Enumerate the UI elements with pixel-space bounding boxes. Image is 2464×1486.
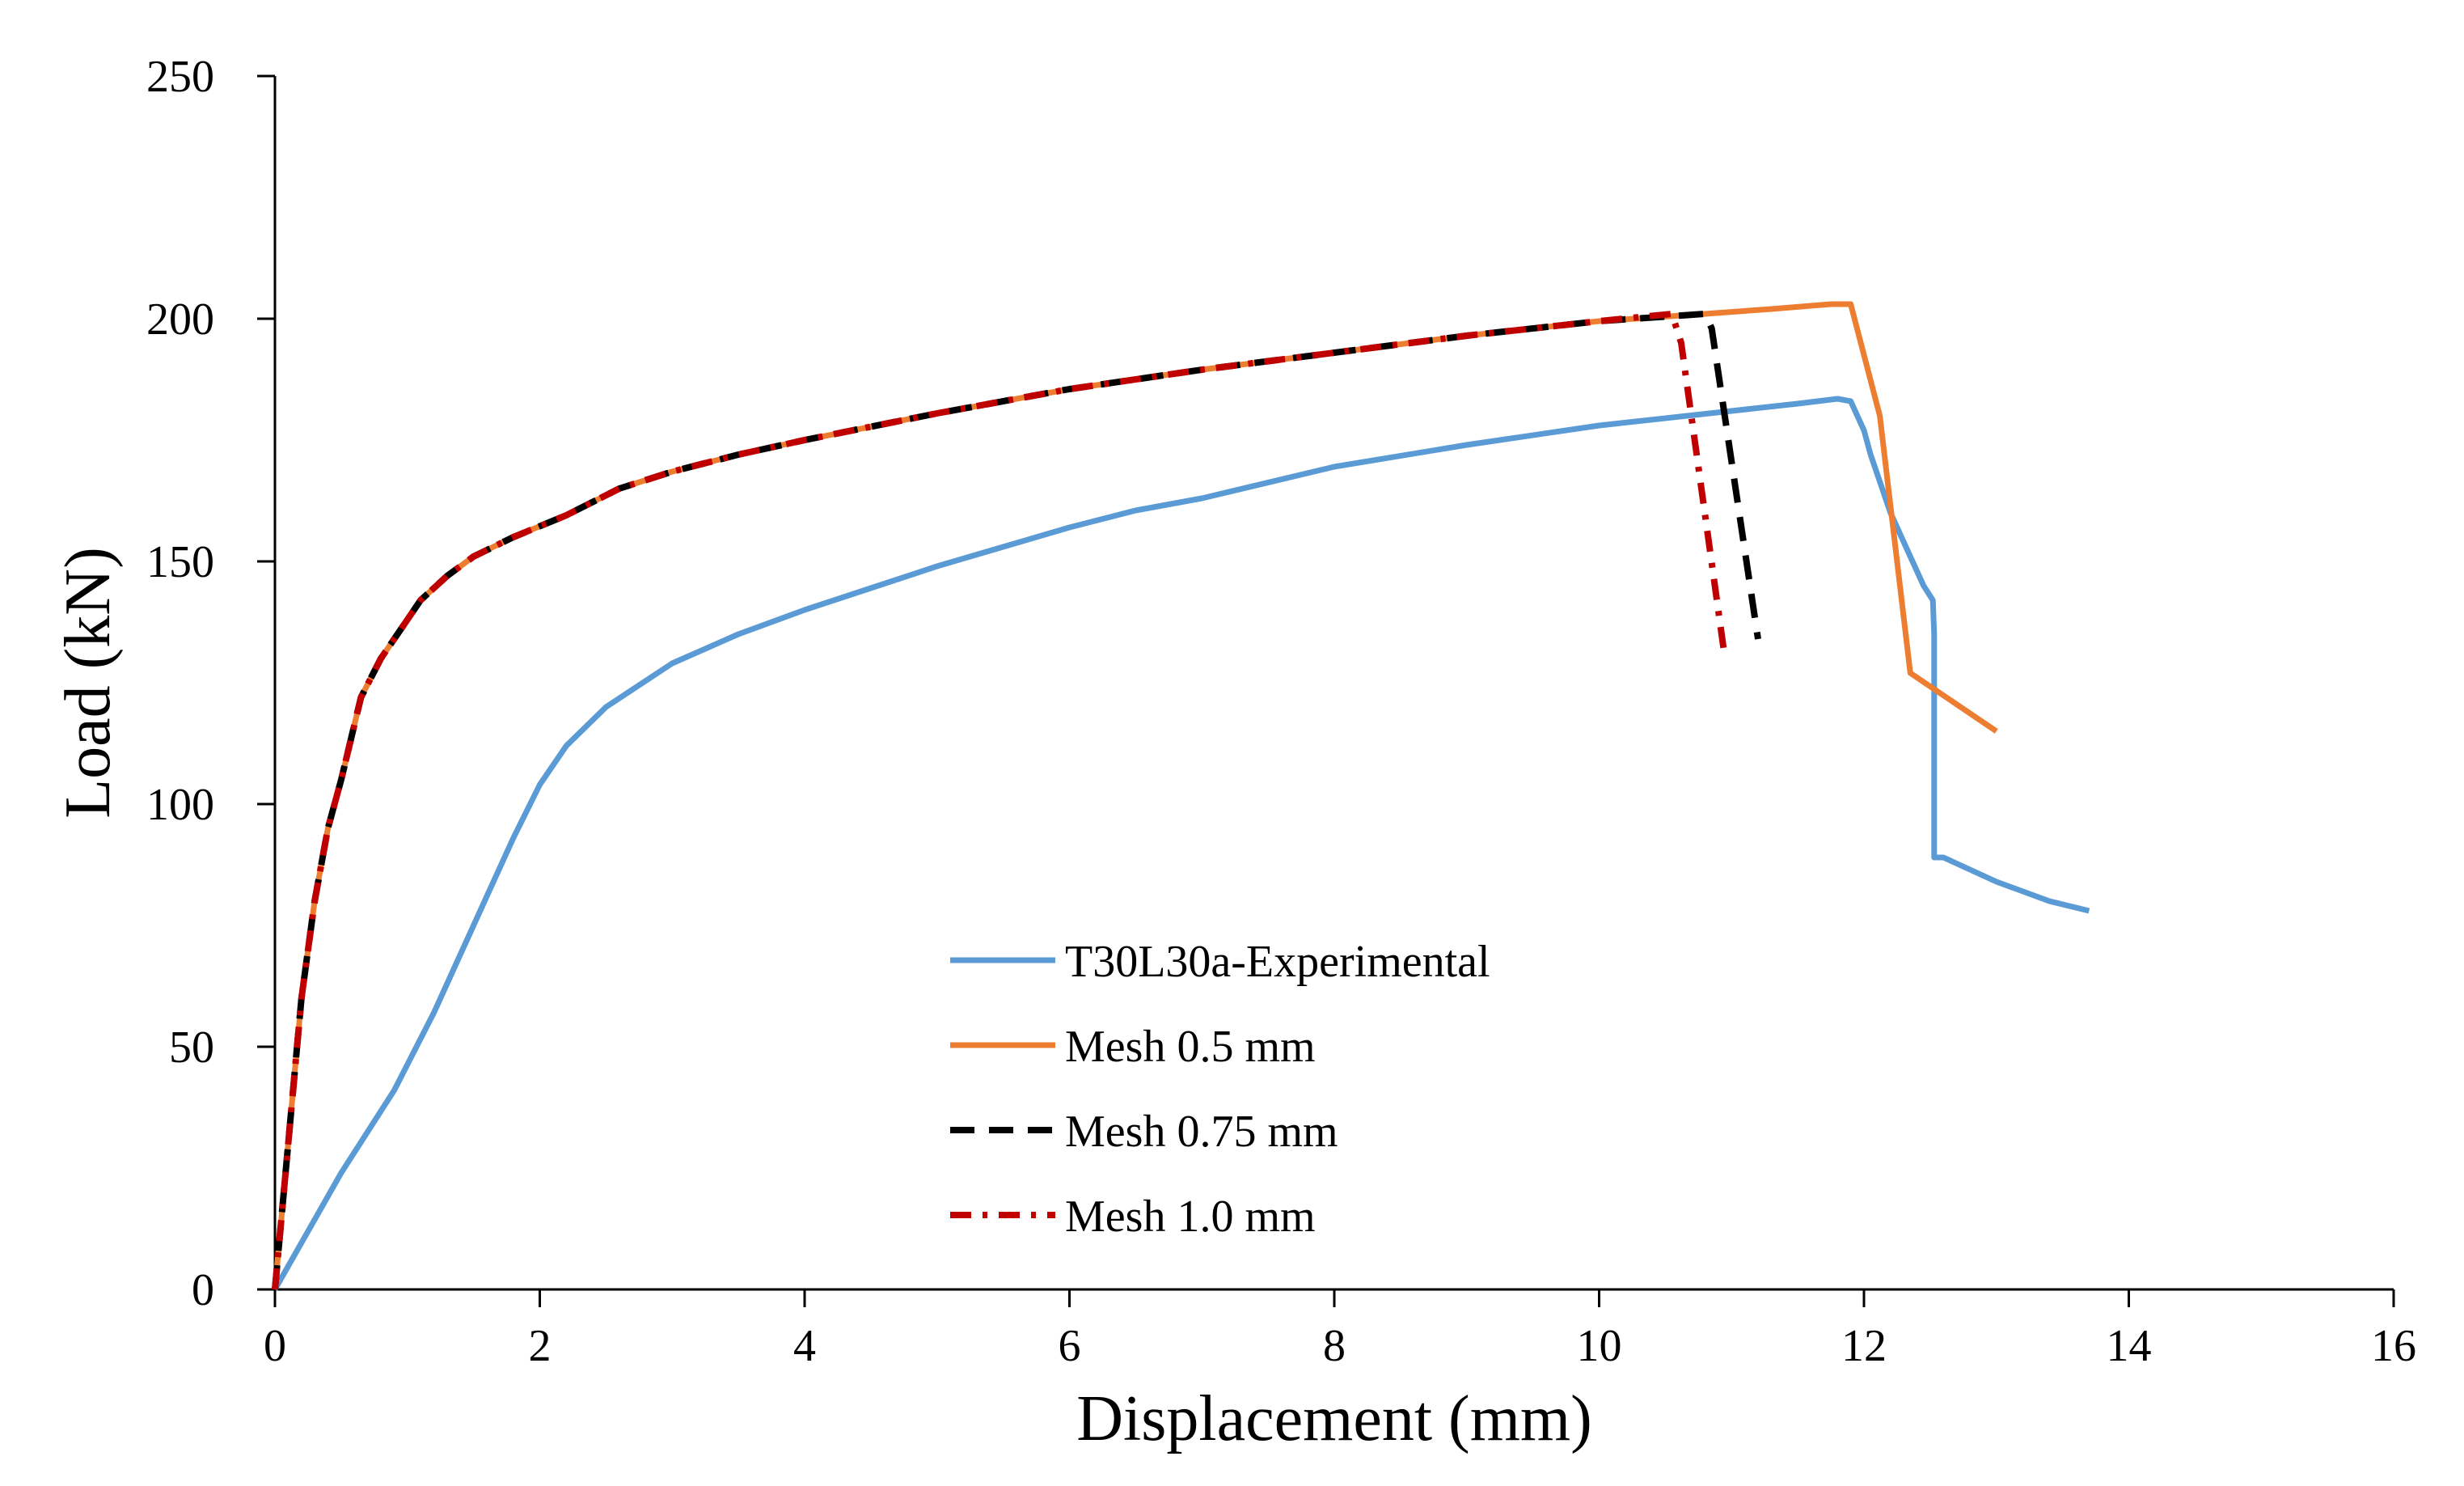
ticks: 0 2 4 6 8 10 12 14 16 0 50 100 150 200 250 <box>146 52 2416 1371</box>
series-line-3 <box>272 311 1761 1290</box>
x-tick-label: 6 <box>1059 1321 1081 1371</box>
y-tick-label: 0 <box>192 1265 214 1315</box>
x-tick-label: 8 <box>1323 1321 1346 1371</box>
series-line-4 <box>272 311 1729 1290</box>
y-tick-label: 150 <box>146 537 214 587</box>
series-line-1 <box>272 396 2090 1291</box>
y-axis-title: Load (kN) <box>53 547 124 818</box>
x-axis-title: Displacement (mm) <box>1076 1383 1592 1454</box>
legend-label: Mesh 0.75 mm <box>1065 1107 1338 1157</box>
legend-label: T30L30a-Experimental <box>1065 937 1490 987</box>
y-tick-label: 50 <box>169 1022 214 1073</box>
x-tick-label: 4 <box>793 1321 816 1371</box>
x-tick-label: 0 <box>264 1321 286 1371</box>
y-tick-label: 200 <box>146 294 214 345</box>
x-tick-label: 12 <box>1841 1321 1887 1371</box>
legend-label: Mesh 0.5 mm <box>1065 1022 1316 1072</box>
series-layer <box>272 301 2090 1291</box>
x-tick-label: 14 <box>2107 1321 2152 1371</box>
legend-label: Mesh 1.0 mm <box>1065 1192 1316 1242</box>
x-tick-label: 10 <box>1577 1321 1622 1371</box>
legend: T30L30a-Experimental Mesh 0.5 mm Mesh 0.75… <box>950 937 1490 1242</box>
x-tick-label: 2 <box>529 1321 552 1371</box>
y-tick-label: 250 <box>146 52 214 102</box>
y-tick-label: 100 <box>146 780 214 830</box>
x-tick-label: 16 <box>2371 1321 2416 1371</box>
